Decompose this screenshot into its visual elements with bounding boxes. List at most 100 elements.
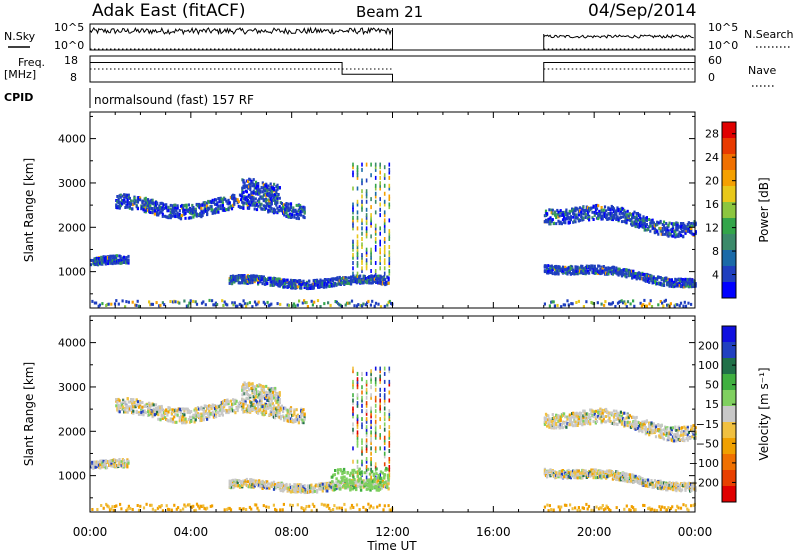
echo-cell xyxy=(280,487,283,491)
echo-cell xyxy=(152,410,155,414)
echo-cell xyxy=(346,486,349,490)
echo-cell xyxy=(253,385,256,389)
echo-cell xyxy=(296,285,299,289)
echo-cell xyxy=(126,197,129,201)
echo-cell xyxy=(323,482,327,486)
ground-scatter-cell xyxy=(303,299,306,303)
streak-cell xyxy=(365,261,368,265)
echo-cell xyxy=(651,218,654,222)
echo-cell xyxy=(690,281,693,285)
echo-cell xyxy=(334,277,337,281)
echo-cell xyxy=(350,278,353,282)
echo-cell xyxy=(193,213,196,217)
echo-cell xyxy=(251,197,254,201)
echo-cell xyxy=(122,400,125,404)
echo-cell xyxy=(274,398,277,402)
echo-cell xyxy=(377,274,380,278)
echo-cell xyxy=(552,422,555,425)
echo-cell xyxy=(247,405,251,408)
echo-cell xyxy=(685,282,688,286)
echo-cell xyxy=(276,391,279,395)
echo-cell xyxy=(280,202,283,205)
echo-cell xyxy=(253,388,256,392)
echo-cell xyxy=(280,207,283,211)
echo-cell xyxy=(585,266,588,270)
echo-cell xyxy=(252,197,255,201)
echo-cell xyxy=(161,417,164,420)
echo-cell xyxy=(278,208,281,212)
echo-cell xyxy=(278,411,281,415)
echo-cell xyxy=(202,408,205,412)
streak-cell xyxy=(361,205,363,210)
streak-cell xyxy=(352,165,354,170)
echo-cell xyxy=(274,410,277,414)
echo-cell xyxy=(152,414,155,418)
echo-cell xyxy=(242,206,245,210)
echo-cell xyxy=(147,198,150,202)
echo-cell xyxy=(323,484,327,488)
ground-scatter-cell xyxy=(556,303,559,307)
echo-cell xyxy=(665,222,668,225)
echo-cell xyxy=(276,183,279,187)
echo-cell xyxy=(580,215,583,218)
echo-cell xyxy=(659,226,662,230)
echo-cell xyxy=(612,409,616,413)
echo-cell xyxy=(267,482,270,486)
ground-scatter-cell xyxy=(98,303,101,307)
echo-cell xyxy=(161,208,164,212)
streak-cell xyxy=(365,226,368,231)
echo-cell xyxy=(250,481,253,485)
echo-cell xyxy=(245,277,248,281)
echo-cell xyxy=(546,424,549,428)
echo-cell xyxy=(358,276,361,280)
streak-cell xyxy=(361,253,363,257)
streak-cell xyxy=(388,183,391,188)
echo-cell xyxy=(260,392,263,396)
echo-cell xyxy=(118,205,121,209)
echo-cell xyxy=(120,460,123,464)
echo-cell xyxy=(101,461,104,465)
echo-cell xyxy=(544,418,548,422)
echo-cell xyxy=(294,417,297,421)
streak-cell xyxy=(356,210,359,215)
echo-cell xyxy=(297,204,300,208)
streak-cell xyxy=(383,229,386,234)
echo-cell xyxy=(635,222,638,226)
echo-cell xyxy=(193,420,196,424)
echo-cell xyxy=(257,403,260,407)
echo-cell xyxy=(289,407,293,411)
echo-cell xyxy=(665,276,668,280)
echo-cell xyxy=(125,463,128,467)
echo-cell xyxy=(102,459,105,463)
echo-cell xyxy=(353,279,356,283)
echo-cell xyxy=(551,272,554,276)
echo-cell xyxy=(171,420,175,424)
ground-scatter-cell xyxy=(353,304,356,308)
echo-cell xyxy=(622,273,625,277)
echo-cell xyxy=(544,421,548,424)
echo-cell xyxy=(582,208,585,212)
echo-cell xyxy=(152,407,155,411)
echo-cell xyxy=(329,281,332,285)
echo-cell xyxy=(284,416,287,420)
echo-cell xyxy=(597,215,600,219)
echo-cell xyxy=(174,409,177,413)
echo-cell xyxy=(578,218,582,222)
echo-cell xyxy=(323,278,327,282)
echo-cell xyxy=(313,489,316,493)
echo-cell xyxy=(280,280,283,284)
echo-cell xyxy=(564,221,567,225)
echo-cell xyxy=(113,259,116,263)
echo-cell xyxy=(678,279,681,283)
echo-cell xyxy=(625,421,628,425)
echo-cell xyxy=(576,207,579,211)
echo-cell xyxy=(254,480,257,484)
echo-cell xyxy=(113,459,116,463)
echo-cell xyxy=(244,482,247,486)
echo-cell xyxy=(245,477,248,481)
beam-title: Beam 21 xyxy=(356,3,423,21)
echo-cell xyxy=(550,208,553,212)
echo-cell xyxy=(566,415,569,419)
echo-cell xyxy=(254,197,257,201)
echo-cell xyxy=(123,201,126,205)
